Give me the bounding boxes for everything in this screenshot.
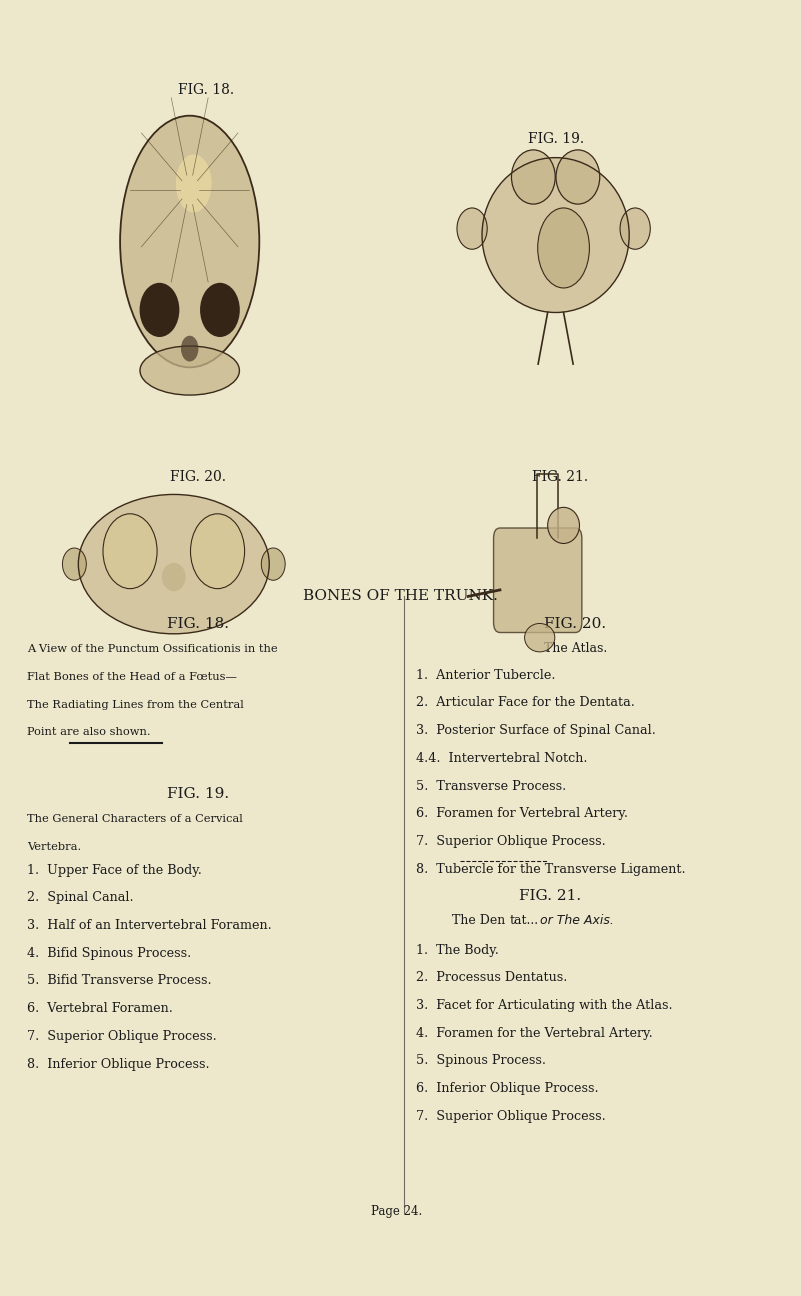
Text: 6.  Inferior Oblique Process.: 6. Inferior Oblique Process.	[417, 1082, 599, 1095]
Text: Vertebra.: Vertebra.	[26, 842, 81, 853]
Text: 4.  Bifid Spinous Process.: 4. Bifid Spinous Process.	[26, 947, 191, 960]
Text: FIG. 20.: FIG. 20.	[545, 617, 606, 631]
FancyBboxPatch shape	[493, 527, 582, 632]
Ellipse shape	[525, 623, 555, 652]
Text: 6.  Vertebral Foramen.: 6. Vertebral Foramen.	[26, 1002, 172, 1015]
Text: FIG. 18.: FIG. 18.	[167, 617, 228, 631]
Text: 7.  Superior Oblique Process.: 7. Superior Oblique Process.	[417, 835, 606, 848]
Ellipse shape	[200, 283, 239, 337]
Text: 6.  Foramen for Vertebral Artery.: 6. Foramen for Vertebral Artery.	[417, 807, 629, 820]
Ellipse shape	[120, 115, 260, 367]
Text: 2.  Spinal Canal.: 2. Spinal Canal.	[26, 892, 133, 905]
Ellipse shape	[548, 507, 579, 543]
Text: tat...: tat...	[509, 914, 538, 927]
Text: 3.  Posterior Surface of Spinal Canal.: 3. Posterior Surface of Spinal Canal.	[417, 724, 656, 737]
Text: 1.  The Body.: 1. The Body.	[417, 943, 499, 956]
Text: 8.  Tubercle for the Transverse Ligament.: 8. Tubercle for the Transverse Ligament.	[417, 863, 686, 876]
Ellipse shape	[103, 513, 157, 588]
Text: FIG. 21.: FIG. 21.	[532, 470, 588, 483]
Text: or The Axis.: or The Axis.	[536, 914, 614, 927]
Text: 3.  Half of an Intervertebral Foramen.: 3. Half of an Intervertebral Foramen.	[26, 919, 272, 932]
Text: 1.  Anterior Tubercle.: 1. Anterior Tubercle.	[417, 669, 556, 682]
Text: 5.  Transverse Process.: 5. Transverse Process.	[417, 780, 566, 793]
Text: 5.  Spinous Process.: 5. Spinous Process.	[417, 1055, 546, 1068]
Ellipse shape	[512, 150, 555, 203]
Text: BONES OF THE TRUNK.: BONES OF THE TRUNK.	[303, 588, 498, 603]
Text: Page 24.: Page 24.	[371, 1205, 422, 1218]
Ellipse shape	[78, 495, 269, 634]
Text: The Atlas.: The Atlas.	[544, 642, 607, 654]
Text: A View of the Punctum Ossificationis in the: A View of the Punctum Ossificationis in …	[26, 644, 277, 654]
Text: 2.  Articular Face for the Dentata.: 2. Articular Face for the Dentata.	[417, 696, 635, 709]
Text: 4.4.  Intervertebral Notch.: 4.4. Intervertebral Notch.	[417, 752, 588, 765]
Text: 4.  Foramen for the Vertebral Artery.: 4. Foramen for the Vertebral Artery.	[417, 1026, 653, 1039]
Text: The Radiating Lines from the Central: The Radiating Lines from the Central	[26, 700, 244, 710]
Text: 3.  Facet for Articulating with the Atlas.: 3. Facet for Articulating with the Atlas…	[417, 999, 673, 1012]
Text: 7.  Superior Oblique Process.: 7. Superior Oblique Process.	[26, 1030, 216, 1043]
Text: 2.  Processus Dentatus.: 2. Processus Dentatus.	[417, 971, 568, 984]
Ellipse shape	[139, 283, 179, 337]
Ellipse shape	[175, 154, 211, 213]
Ellipse shape	[140, 346, 239, 395]
Ellipse shape	[191, 513, 244, 588]
Text: 5.  Bifid Transverse Process.: 5. Bifid Transverse Process.	[26, 975, 211, 988]
Text: FIG. 20.: FIG. 20.	[170, 470, 226, 483]
Text: Flat Bones of the Head of a Fœtus—: Flat Bones of the Head of a Fœtus—	[26, 671, 236, 682]
Text: FIG. 19.: FIG. 19.	[528, 132, 584, 146]
Text: The Den: The Den	[453, 914, 505, 927]
Text: The General Characters of a Cervical: The General Characters of a Cervical	[26, 814, 243, 824]
Ellipse shape	[62, 548, 87, 581]
Ellipse shape	[620, 207, 650, 249]
Ellipse shape	[181, 336, 199, 362]
Ellipse shape	[457, 207, 487, 249]
Ellipse shape	[556, 150, 600, 203]
Text: FIG. 18.: FIG. 18.	[178, 83, 234, 97]
Ellipse shape	[162, 562, 186, 591]
Text: FIG. 19.: FIG. 19.	[167, 788, 229, 801]
Text: 7.  Superior Oblique Process.: 7. Superior Oblique Process.	[417, 1109, 606, 1122]
Text: FIG. 21.: FIG. 21.	[519, 889, 581, 903]
Ellipse shape	[537, 207, 590, 288]
Ellipse shape	[482, 158, 630, 312]
Text: 8.  Inferior Oblique Process.: 8. Inferior Oblique Process.	[26, 1058, 209, 1070]
Text: 1.  Upper Face of the Body.: 1. Upper Face of the Body.	[26, 863, 202, 876]
Ellipse shape	[261, 548, 285, 581]
Text: Point are also shown.: Point are also shown.	[26, 727, 151, 737]
